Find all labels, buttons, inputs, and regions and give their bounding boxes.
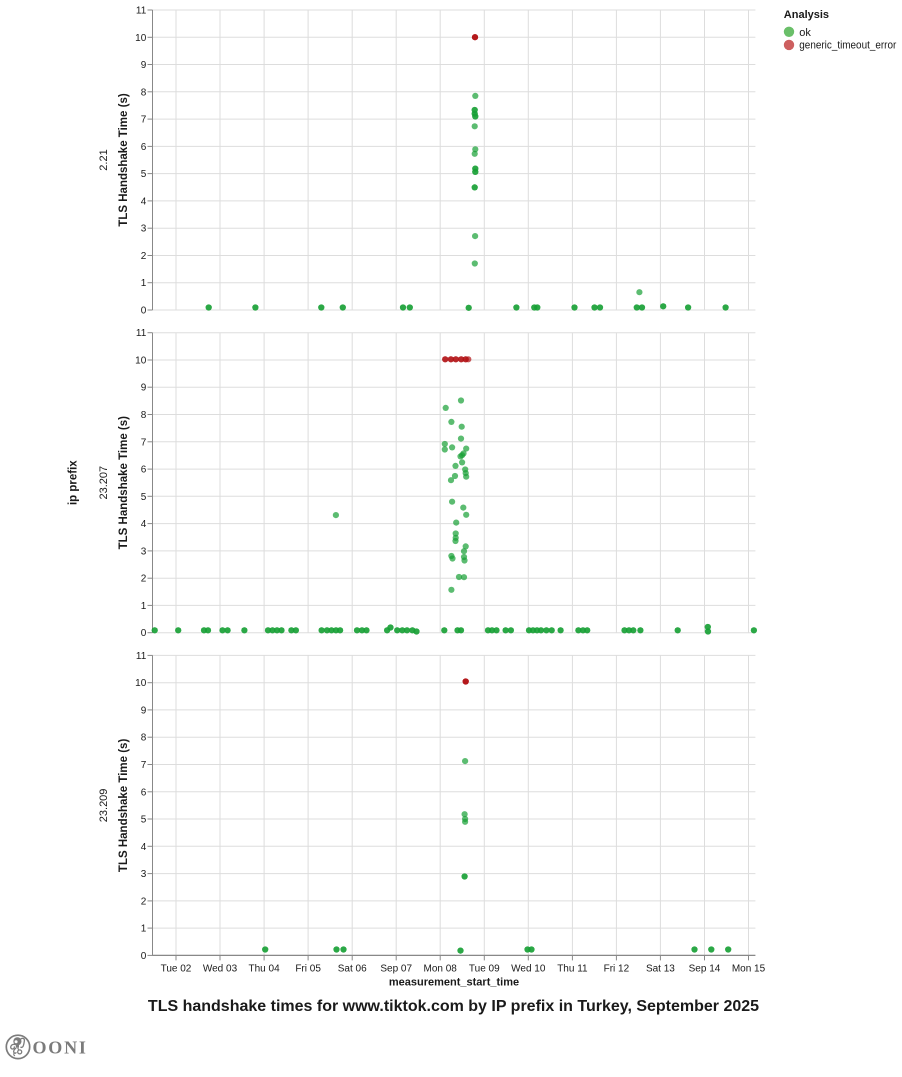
svg-text:1: 1: [141, 924, 147, 935]
svg-text:OONI: OONI: [33, 1038, 88, 1058]
svg-text:9: 9: [141, 60, 147, 71]
svg-text:10: 10: [135, 678, 147, 689]
svg-text:5: 5: [141, 169, 147, 180]
svg-text:11: 11: [136, 651, 147, 662]
svg-text:0: 0: [141, 951, 147, 962]
svg-text:Mon 15: Mon 15: [732, 964, 766, 975]
svg-text:Fri 05: Fri 05: [295, 964, 321, 975]
svg-text:2: 2: [141, 574, 147, 585]
svg-text:4: 4: [141, 196, 147, 207]
svg-text:ip prefix: ip prefix: [68, 460, 80, 505]
svg-text:8: 8: [141, 410, 147, 421]
svg-text:2: 2: [141, 896, 147, 907]
svg-text:Wed 03: Wed 03: [203, 964, 238, 975]
svg-text:ok: ok: [799, 27, 811, 39]
svg-text:measurement_start_time: measurement_start_time: [389, 977, 519, 989]
svg-text:0: 0: [141, 306, 147, 317]
svg-text:0: 0: [141, 628, 147, 639]
svg-text:Tue 02: Tue 02: [161, 964, 192, 975]
svg-text:TLS handshake times for www.ti: TLS handshake times for www.tiktok.com b…: [148, 998, 759, 1015]
svg-text:generic_timeout_error: generic_timeout_error: [799, 39, 896, 51]
svg-text:TLS Handshake Time (s): TLS Handshake Time (s): [118, 416, 130, 550]
svg-text:4: 4: [141, 519, 147, 530]
svg-text:1: 1: [141, 601, 147, 612]
svg-text:23.209: 23.209: [98, 789, 110, 823]
svg-text:23.207: 23.207: [98, 466, 110, 500]
svg-text:10: 10: [135, 356, 147, 367]
svg-text:Mon 08: Mon 08: [424, 964, 458, 975]
svg-text:6: 6: [141, 787, 147, 798]
svg-text:Thu 04: Thu 04: [249, 964, 281, 975]
svg-text:10: 10: [135, 33, 147, 44]
svg-text:Analysis: Analysis: [784, 9, 829, 21]
svg-text:3: 3: [141, 224, 147, 235]
svg-text:3: 3: [141, 546, 147, 557]
svg-text:7: 7: [141, 760, 147, 771]
svg-text:4: 4: [141, 842, 147, 853]
svg-text:8: 8: [141, 87, 147, 98]
svg-text:5: 5: [141, 815, 147, 826]
svg-text:Tue 09: Tue 09: [469, 964, 500, 975]
svg-text:2.21: 2.21: [98, 149, 110, 170]
svg-text:7: 7: [141, 115, 147, 126]
svg-text:9: 9: [141, 705, 147, 716]
svg-text:1: 1: [141, 278, 147, 289]
svg-text:Sat 06: Sat 06: [338, 964, 367, 975]
svg-text:11: 11: [136, 328, 147, 339]
svg-text:9: 9: [141, 383, 147, 394]
svg-text:7: 7: [141, 437, 147, 448]
svg-text:3: 3: [141, 869, 147, 880]
svg-text:6: 6: [141, 142, 147, 153]
svg-text:Sep 14: Sep 14: [689, 964, 721, 975]
svg-text:2: 2: [141, 251, 147, 262]
svg-text:8: 8: [141, 733, 147, 744]
svg-text:Thu 11: Thu 11: [557, 964, 588, 975]
svg-text:11: 11: [136, 6, 147, 17]
svg-text:5: 5: [141, 492, 147, 503]
svg-text:Sat 13: Sat 13: [646, 964, 675, 975]
svg-text:TLS Handshake Time (s): TLS Handshake Time (s): [118, 739, 130, 873]
svg-text:6: 6: [141, 465, 147, 476]
svg-text:Wed 10: Wed 10: [511, 964, 546, 975]
svg-text:TLS Handshake Time (s): TLS Handshake Time (s): [118, 93, 130, 227]
svg-text:Fri 12: Fri 12: [604, 964, 630, 975]
svg-text:Sep 07: Sep 07: [380, 964, 412, 975]
